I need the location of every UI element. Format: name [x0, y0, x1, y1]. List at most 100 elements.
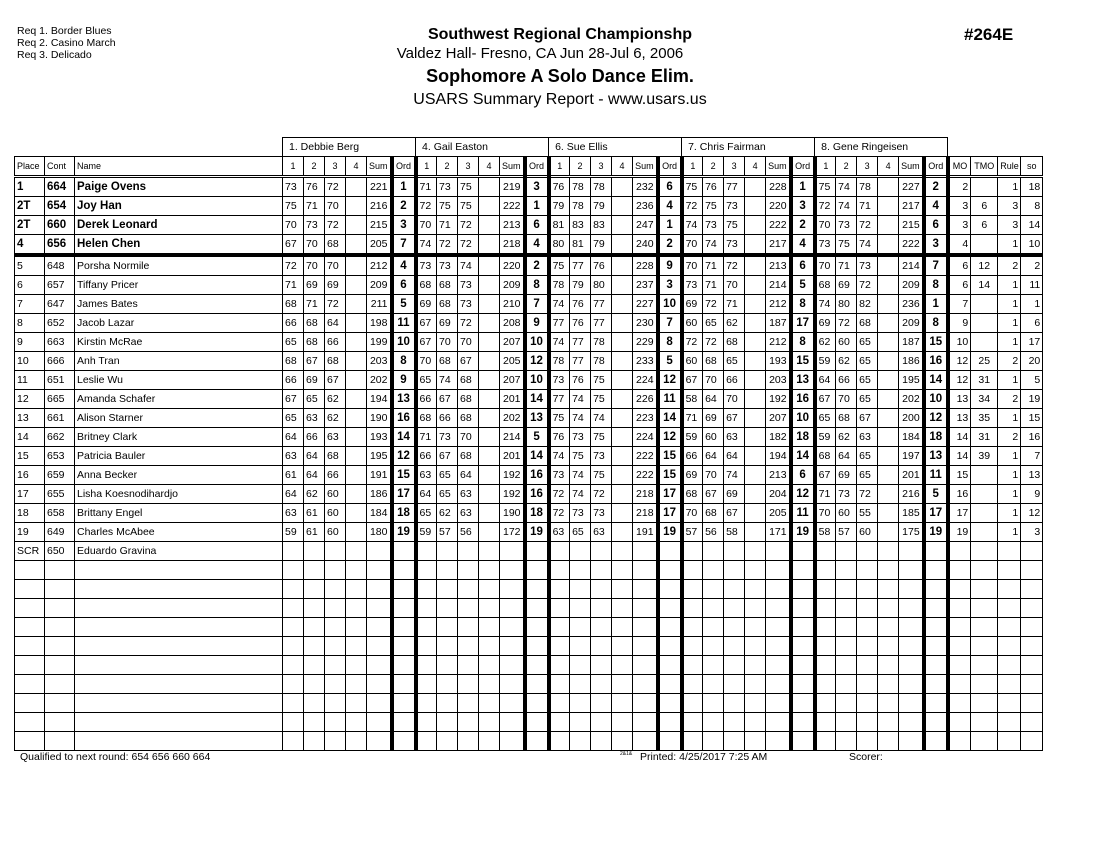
- judge-score: 68: [457, 370, 480, 390]
- judge-score: [478, 313, 501, 333]
- contestant-name: Porsha Normile: [74, 254, 283, 276]
- judge-sum: 199: [366, 332, 392, 352]
- header-tmo: TMO: [970, 156, 999, 178]
- judge-score: [877, 254, 900, 276]
- header-judge-col: 3: [457, 156, 480, 178]
- empty-cell: [723, 655, 746, 675]
- contestant-name: Joy Han: [74, 196, 283, 216]
- empty-cell: [590, 693, 613, 713]
- judge-score: 68: [457, 446, 480, 466]
- judge-sum: 215: [898, 215, 925, 235]
- judge-score: 75: [590, 389, 613, 409]
- empty-cell: [14, 693, 45, 713]
- skating-order: 11: [1020, 275, 1044, 295]
- judge-score: 75: [590, 370, 613, 390]
- judge-sum: 194: [366, 389, 392, 409]
- judge-score: 68: [814, 446, 837, 466]
- judge-score: 78: [856, 176, 879, 197]
- empty-cell: [765, 617, 792, 637]
- table-row: 4 656 Helen Chen 67 70 68 205 7 74 72 72 218 4 80 81 79…: [14, 234, 1044, 257]
- empty-cell: [788, 560, 817, 580]
- judge-score: [877, 294, 900, 314]
- header-judge-col: 1: [548, 156, 571, 178]
- judge-score: [478, 351, 501, 371]
- judge-ordinal: 8: [921, 275, 950, 295]
- empty-cell: [74, 655, 283, 675]
- rule: 1: [997, 234, 1022, 257]
- majority-ordinal: 10: [947, 332, 972, 352]
- place: 6: [14, 275, 45, 295]
- judge-ordinal: 16: [522, 465, 551, 485]
- judge-score: 70: [303, 254, 325, 276]
- empty-cell: [415, 655, 438, 675]
- judge-ordinal: 15: [655, 465, 684, 485]
- judge-score: 66: [303, 427, 325, 447]
- judge-sum: 240: [632, 234, 659, 257]
- empty-cell: [457, 693, 480, 713]
- judge-score: 75: [282, 196, 304, 216]
- judge-ordinal: 15: [788, 351, 817, 371]
- judge-score: 67: [856, 408, 879, 428]
- judge-score: 71: [702, 254, 725, 276]
- judge-score: [478, 541, 501, 561]
- empty-cell: [814, 674, 837, 694]
- judge-score: 71: [681, 408, 704, 428]
- judge-sum: 186: [898, 351, 925, 371]
- empty-cell: [702, 674, 725, 694]
- judge-score: [814, 541, 837, 561]
- judge-sum: 197: [898, 446, 925, 466]
- judge-score: 62: [723, 313, 746, 333]
- empty-cell: [723, 731, 746, 751]
- place: SCR: [14, 541, 45, 561]
- judge-score: 82: [856, 294, 879, 314]
- judge-score: [611, 332, 634, 352]
- empty-cell: [877, 712, 900, 732]
- total-majority-ordinal: [970, 294, 999, 314]
- place: 1: [14, 176, 45, 197]
- judge-score: [345, 408, 367, 428]
- judge-score: 78: [590, 332, 613, 352]
- judge-score: [478, 176, 501, 197]
- empty-cell: [814, 693, 837, 713]
- empty-cell: [702, 655, 725, 675]
- contestant-name: Derek Leonard: [74, 215, 283, 235]
- empty-cell: [898, 598, 925, 618]
- judge-score: 75: [590, 427, 613, 447]
- rule: 2: [997, 427, 1022, 447]
- judge-score: 72: [324, 176, 346, 197]
- judge-score: [744, 389, 767, 409]
- contestant-name: Tiffany Pricer: [74, 275, 283, 295]
- empty-cell: [590, 636, 613, 656]
- empty-cell: [457, 674, 480, 694]
- empty-cell: [947, 598, 972, 618]
- judge-score: 62: [835, 351, 858, 371]
- empty-cell: [681, 617, 704, 637]
- blank-row: [14, 617, 1044, 637]
- majority-ordinal: 17: [947, 503, 972, 523]
- judge-score: [478, 484, 501, 504]
- empty-cell: [44, 598, 75, 618]
- empty-cell: [282, 655, 304, 675]
- empty-cell: [345, 712, 367, 732]
- judge-sum: 226: [632, 389, 659, 409]
- contestant-name: Paige Ovens: [74, 176, 283, 197]
- empty-cell: [898, 731, 925, 751]
- judge-sum: 187: [765, 313, 792, 333]
- empty-cell: [744, 712, 767, 732]
- empty-cell: [1020, 560, 1044, 580]
- judge-score: 64: [303, 465, 325, 485]
- total-majority-ordinal: 31: [970, 370, 999, 390]
- judge-ordinal: 10: [921, 389, 950, 409]
- judge-score: 65: [303, 389, 325, 409]
- judge-score: 63: [457, 484, 480, 504]
- empty-cell: [499, 674, 526, 694]
- empty-cell: [1020, 655, 1044, 675]
- judge-score: [611, 484, 634, 504]
- empty-cell: [723, 560, 746, 580]
- judge-score: [744, 313, 767, 333]
- judge-sum: 224: [632, 370, 659, 390]
- empty-cell: [14, 617, 45, 637]
- judge-ordinal: 1: [389, 176, 418, 197]
- empty-cell: [723, 636, 746, 656]
- empty-cell: [74, 674, 283, 694]
